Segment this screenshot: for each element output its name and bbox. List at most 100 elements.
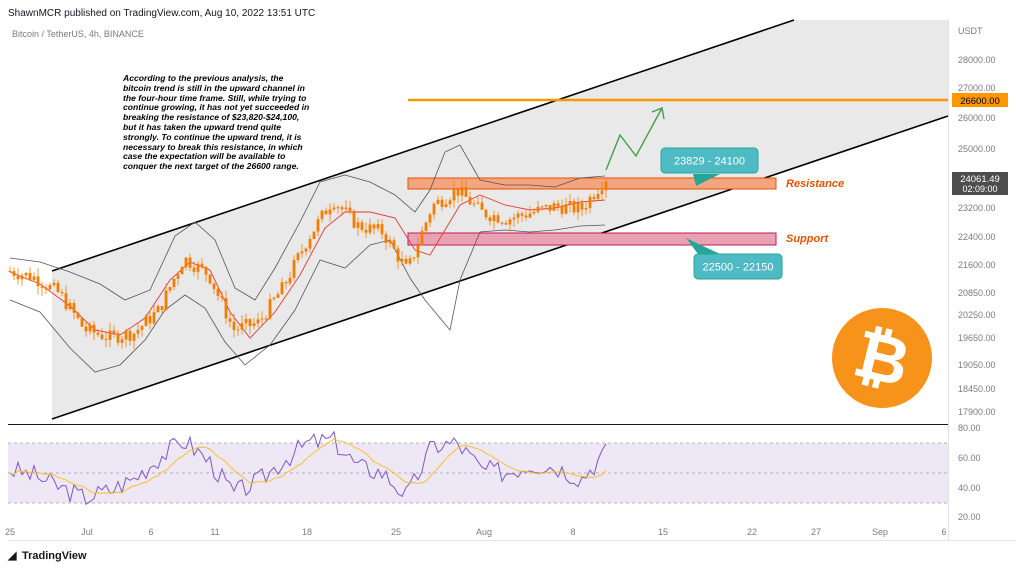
brand-label: TradingView [22,550,87,562]
time-tick-label: 25 [5,527,15,537]
candle-body [288,277,292,284]
candle-body [544,204,548,207]
candle-body [196,263,200,272]
candle-body [456,189,460,196]
price-candles [8,179,608,350]
candle-body [568,200,572,205]
candle-body [36,276,40,287]
candle-body [132,333,136,341]
candle-body [228,318,232,322]
candle-body [156,306,160,313]
rsi-tick-label: 40.00 [958,483,981,493]
candle-body [448,200,452,205]
candle-body [380,224,384,235]
upward-channel [52,20,948,419]
candle-body [108,330,112,340]
time-tick-label: 27 [811,527,821,537]
price-tick-label: 17900.00 [958,407,996,417]
price-tick-label: 18450.00 [958,384,996,394]
candle-body [68,303,72,310]
candle-body [204,266,208,275]
candle-body [496,215,500,223]
time-tick-label: 11 [210,527,219,537]
candle-body [264,318,268,320]
candle-body [160,306,164,310]
candle-body [244,319,248,324]
time-tick-label: 6 [941,527,946,537]
candle-body [316,219,320,232]
candle-body [480,202,484,210]
candle-body [116,333,120,343]
candle-body [296,253,300,261]
support-callout[interactable] [693,253,783,280]
candle-body [252,323,256,327]
candle-body [508,219,512,225]
candle-body [16,275,20,280]
candle-body [44,287,48,290]
price-tick-label: 19650.00 [958,333,996,343]
chart-svg[interactable]: 23829 - 24100 22500 - 22150 Resistance S… [0,0,1016,543]
candle-body [464,187,468,197]
candle-body [372,224,376,229]
candle-body [428,214,432,223]
candle-body [528,213,532,218]
candle-body [164,290,168,310]
candle-body [300,251,304,254]
candle-body [468,196,472,205]
candle-body [564,204,568,214]
countdown-text: 02:09:00 [962,184,997,194]
rsi-line [9,430,607,506]
candle-body [172,278,176,288]
tradingview-logo[interactable]: ◢ TradingView [8,549,87,562]
candle-body [332,207,336,210]
channel-upper-line [51,19,795,272]
candle-body [420,230,424,246]
candle-body [28,272,32,281]
resistance-callout[interactable] [660,147,759,174]
candle-body [516,213,520,218]
price-tick-label: 26000.00 [958,113,996,123]
candle-body [140,326,144,330]
bitcoin-icon: ₿ [832,308,932,408]
candle-body [40,286,44,288]
candle-body [112,330,116,334]
candle-body [520,213,524,216]
candle-body [384,234,388,243]
candle-body [444,204,448,207]
candle-body [152,312,156,324]
candle-body [312,231,316,240]
candle-body [176,274,180,279]
candle-body [460,187,464,196]
candle-body [76,312,80,318]
candle-body [280,282,284,295]
candle-body [360,222,364,230]
candle-body [368,224,372,233]
rsi-ma-line [9,438,607,494]
candle-body [488,217,492,222]
bollinger-lower [9,224,606,373]
candle-body [432,203,436,215]
candle-body [216,288,220,296]
candle-body [52,282,56,285]
candle-body [436,199,440,204]
candle-body [412,257,416,259]
candle-body [392,240,396,249]
time-tick-label: Aug [476,527,492,537]
candle-body [56,282,60,292]
candle-body [588,196,592,208]
candle-body [336,207,340,209]
candle-body [92,324,96,333]
candle-body [416,245,420,258]
candle-body [344,207,348,210]
candle-body [88,324,92,332]
candle-body [32,276,36,281]
candle-body [596,194,600,200]
price-tick-label: 20250.00 [958,310,996,320]
candle-body [124,330,128,340]
candle-body [320,210,324,220]
candle-body [400,258,404,262]
candle-body [504,222,508,225]
symbol-title: Bitcoin / TetherUS, 4h, BINANCE [12,29,144,39]
candle-body [340,207,344,210]
